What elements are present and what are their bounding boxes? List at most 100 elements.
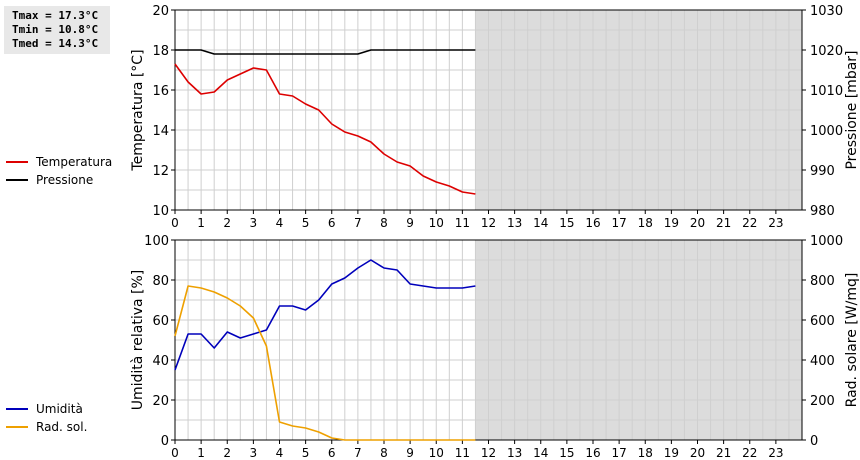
y2-tick-label: 1010 <box>810 84 843 99</box>
x-tick-label: 19 <box>664 216 679 230</box>
series-line-pressione <box>175 49 476 55</box>
x-tick-label: 21 <box>716 446 731 460</box>
y-tick-label: 18 <box>152 44 169 59</box>
x-tick-label: 2 <box>223 216 231 230</box>
x-tick-label: 8 <box>380 446 388 460</box>
y-tick-label: 16 <box>152 84 169 99</box>
y2-tick-label: 990 <box>810 164 835 179</box>
x-tick-label: 5 <box>302 446 310 460</box>
y-tick-label: 100 <box>144 234 169 249</box>
y2-tick-label: 0 <box>810 434 818 449</box>
x-tick-label: 10 <box>429 216 444 230</box>
y2-tick-label: 1000 <box>810 234 843 249</box>
x-tick-label: 12 <box>481 446 496 460</box>
x-tick-label: 5 <box>302 216 310 230</box>
x-tick-label: 17 <box>611 216 626 230</box>
x-tick-label: 15 <box>559 216 574 230</box>
legend-label-radsol: Rad. sol. <box>36 420 88 434</box>
y2-tick-label: 600 <box>810 314 835 329</box>
y2-tick-label: 1030 <box>810 4 843 19</box>
legend-swatch-umidita-2 <box>6 408 28 410</box>
y-tick-label: 80 <box>152 274 169 289</box>
x-tick-label: 10 <box>429 446 444 460</box>
x-tick-label: 0 <box>171 216 179 230</box>
legend-item-umidita-row: Umidità <box>6 400 87 418</box>
x-tick-label: 6 <box>328 446 336 460</box>
x-tick-label: 12 <box>481 216 496 230</box>
x-tick-label: 21 <box>716 216 731 230</box>
x-tick-label: 13 <box>507 446 522 460</box>
x-tick-label: 13 <box>507 216 522 230</box>
series-line-temperatura <box>174 63 476 195</box>
legend-bottom-upper: Umidità Rad. sol. <box>6 400 87 436</box>
x-tick-label: 3 <box>250 216 258 230</box>
legend-label-umidita-2: Umidità <box>36 402 83 416</box>
y2-tick-label: 1000 <box>810 124 843 139</box>
legend-label-temperatura: Temperatura <box>36 155 113 169</box>
x-tick-label: 18 <box>638 216 653 230</box>
y2-tick-label: 800 <box>810 274 835 289</box>
legend-label-pressione: Pressione <box>36 173 94 187</box>
y-tick-label: 0 <box>161 434 169 449</box>
y-tick-label: 20 <box>152 394 169 409</box>
tmax-label: Tmax = 17.3°C <box>12 9 99 22</box>
y-axis-label: Umidità relativa [%] <box>130 270 146 411</box>
chart-panel-2: 0 1 2 3 4 5 6 7 8 9 10 11 12 13 14 15 16 17 18 19 20 21 22 2302… <box>130 234 860 460</box>
x-tick-label: 2 <box>223 446 231 460</box>
x-tick-label: 14 <box>533 216 548 230</box>
x-tick-label: 7 <box>354 216 362 230</box>
x-tick-label: 0 <box>171 446 179 460</box>
legend-top: Temperatura Pressione <box>6 153 112 189</box>
y-tick-label: 20 <box>152 4 169 19</box>
x-tick-label: 14 <box>533 446 548 460</box>
legend-swatch-pressione <box>6 179 28 181</box>
x-tick-label: 23 <box>768 216 783 230</box>
x-tick-label: 1 <box>197 216 205 230</box>
legend-item-pressione: Pressione <box>6 171 112 189</box>
y2-tick-label: 200 <box>810 394 835 409</box>
x-tick-label: 4 <box>276 446 284 460</box>
chart-panel-1: 0 1 2 3 4 5 6 7 8 9 10 11 12 13 14 15 16 17 18 19 20 21 22 2310… <box>130 4 860 230</box>
x-tick-label: 19 <box>664 446 679 460</box>
x-tick-label: 20 <box>690 216 705 230</box>
y2-tick-label: 1020 <box>810 44 843 59</box>
y-tick-label: 60 <box>152 314 169 329</box>
legend-swatch-radsol <box>6 426 28 428</box>
y-tick-label: 40 <box>152 354 169 369</box>
y2-axis-label: Pressione [mbar] <box>844 50 860 169</box>
legend-item-temperatura: Temperatura <box>6 153 112 171</box>
series-line-rad-sol- <box>174 285 476 441</box>
y-axis-label: Temperatura [°C] <box>130 49 146 171</box>
legend-item-radsol: Rad. sol. <box>6 418 87 436</box>
y-tick-label: 10 <box>152 204 169 219</box>
tmed-label: Tmed = 14.3°C <box>12 37 99 50</box>
stats-box: Tmax = 17.3°C Tmin = 10.8°C Tmed = 14.3°… <box>4 6 110 54</box>
x-tick-label: 4 <box>276 216 284 230</box>
x-tick-label: 11 <box>455 446 470 460</box>
x-tick-label: 16 <box>585 216 600 230</box>
x-tick-label: 9 <box>406 446 414 460</box>
x-tick-label: 7 <box>354 446 362 460</box>
x-tick-label: 17 <box>611 446 626 460</box>
x-tick-label: 1 <box>197 446 205 460</box>
x-tick-label: 3 <box>250 446 258 460</box>
x-tick-label: 22 <box>742 446 757 460</box>
y-tick-label: 14 <box>152 124 169 139</box>
y2-tick-label: 400 <box>810 354 835 369</box>
tmin-label: Tmin = 10.8°C <box>12 23 99 36</box>
legend-swatch-temperatura <box>6 161 28 163</box>
y-tick-label: 12 <box>152 164 169 179</box>
x-tick-label: 9 <box>406 216 414 230</box>
x-tick-label: 18 <box>638 446 653 460</box>
x-tick-label: 22 <box>742 216 757 230</box>
series-line-umidit- <box>174 259 476 371</box>
y2-axis-label: Rad. solare [W/mq] <box>844 273 860 408</box>
x-tick-label: 20 <box>690 446 705 460</box>
x-tick-label: 15 <box>559 446 574 460</box>
x-tick-label: 16 <box>585 446 600 460</box>
x-tick-label: 11 <box>455 216 470 230</box>
x-tick-label: 23 <box>768 446 783 460</box>
y2-tick-label: 980 <box>810 204 835 219</box>
x-tick-label: 6 <box>328 216 336 230</box>
